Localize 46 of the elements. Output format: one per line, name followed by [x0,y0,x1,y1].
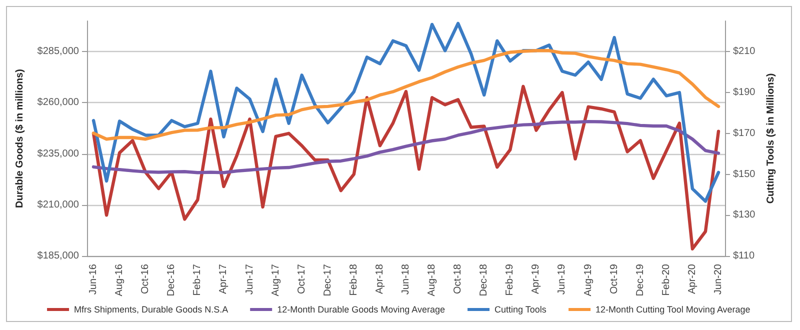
legend-label: Mfrs Shipments, Durable Goods N.S.A [74,304,228,314]
x-tick-label: Oct-16 [140,264,152,294]
x-tick-label: Oct-19 [608,264,620,294]
x-tick-label: Jun-19 [556,264,568,295]
x-tick-label: Apr-19 [530,264,542,294]
x-tick-label: Apr-20 [686,264,698,294]
x-tick-label: Jun-17 [244,264,256,295]
legend-label: 12-Month Durable Goods Moving Average [277,304,446,314]
x-tick-label: Jun-16 [88,264,100,295]
x-tick-label: Oct-17 [296,264,308,294]
y-tick-label: $260,000 [37,97,80,108]
x-tick-label: Aug-16 [114,264,126,296]
x-tick-label: Aug-18 [426,264,438,296]
x-tick-label: Feb-17 [192,264,204,296]
y-tick-label: $235,000 [37,148,80,160]
y-tick-label: $285,000 [37,46,80,58]
x-tick-label: Dec-16 [166,264,178,296]
legend-label: Cutting Tools [494,304,547,314]
x-tick-label: Dec-19 [634,264,646,296]
line-series [92,49,720,141]
y-tick-label: $210,000 [37,199,80,210]
line-series [92,84,720,250]
x-tick-label: Apr-17 [218,264,230,294]
y2-tick-label: $170 [733,128,756,139]
x-tick-label: Feb-20 [660,264,672,296]
x-tick-label: Dec-18 [478,264,490,296]
x-tick-label: Jun-18 [400,264,412,295]
y2-tick-label: $210 [733,46,756,58]
y2-tick-label: $150 [733,168,756,180]
x-tick-label: Apr-18 [374,264,386,294]
y-tick-label: $185,000 [37,250,80,262]
x-tick-label: Feb-19 [504,264,516,296]
y2-axis-title: Cutting Tools ($ in Millions) [766,73,777,204]
x-tick-label: Oct-18 [452,264,464,294]
x-tick-label: Feb-18 [348,264,360,296]
y2-tick-label: $130 [733,210,756,221]
x-tick-label: Dec-17 [322,264,334,296]
x-tick-label: Aug-17 [270,264,282,296]
y2-tick-label: $110 [733,250,755,262]
y-axis-title: Durable Goods ($ in millions) [14,69,26,208]
x-tick-label: Aug-19 [582,264,594,296]
x-tick-label: Jun-20 [712,264,724,295]
line-series [92,22,720,203]
legend-label: 12-Month Cutting Tool Moving Average [596,304,750,314]
line-series [92,120,720,174]
y2-tick-label: $190 [733,87,756,98]
